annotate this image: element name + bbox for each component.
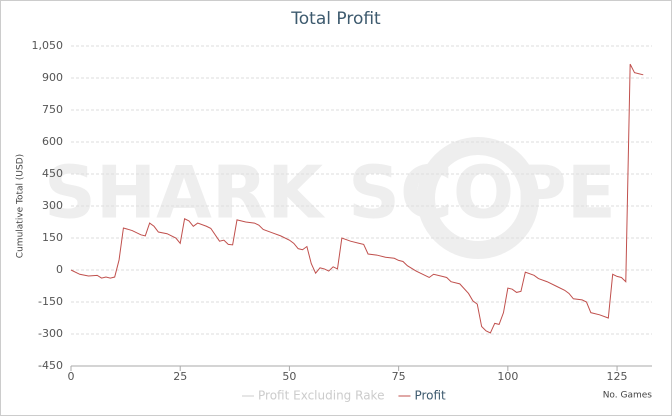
x-tick-label: 50 bbox=[282, 370, 296, 383]
y-tick-label: 600 bbox=[42, 135, 63, 148]
y-tick-label: 750 bbox=[42, 103, 63, 116]
y-tick-label: 150 bbox=[42, 231, 63, 244]
watermark: SHARK SCOPE bbox=[44, 151, 616, 235]
chart-title: Total Profit bbox=[290, 9, 381, 29]
x-axis-label: No. Games bbox=[603, 391, 653, 401]
y-axis-label: Cumulative Total (USD) bbox=[16, 154, 26, 258]
legend-label[interactable]: Profit bbox=[414, 389, 446, 403]
watermark-logo bbox=[417, 137, 539, 259]
y-tick-label: 1,050 bbox=[32, 39, 64, 52]
y-tick-label: -450 bbox=[38, 359, 63, 372]
y-tick-label: -150 bbox=[38, 295, 63, 308]
y-tick-label: 300 bbox=[42, 199, 63, 212]
y-tick-label: 900 bbox=[42, 71, 63, 84]
y-tick-label: 450 bbox=[42, 167, 63, 180]
x-tick-label: 100 bbox=[497, 370, 518, 383]
legend-label[interactable]: Profit Excluding Rake bbox=[258, 389, 384, 403]
x-tick-label: 75 bbox=[392, 370, 406, 383]
x-tick-label: 25 bbox=[173, 370, 187, 383]
y-tick-label: 0 bbox=[56, 263, 63, 276]
x-tick-label: 0 bbox=[68, 370, 75, 383]
y-tick-label: -300 bbox=[38, 327, 63, 340]
line-series bbox=[70, 63, 644, 334]
x-tick-label: 125 bbox=[607, 370, 628, 383]
